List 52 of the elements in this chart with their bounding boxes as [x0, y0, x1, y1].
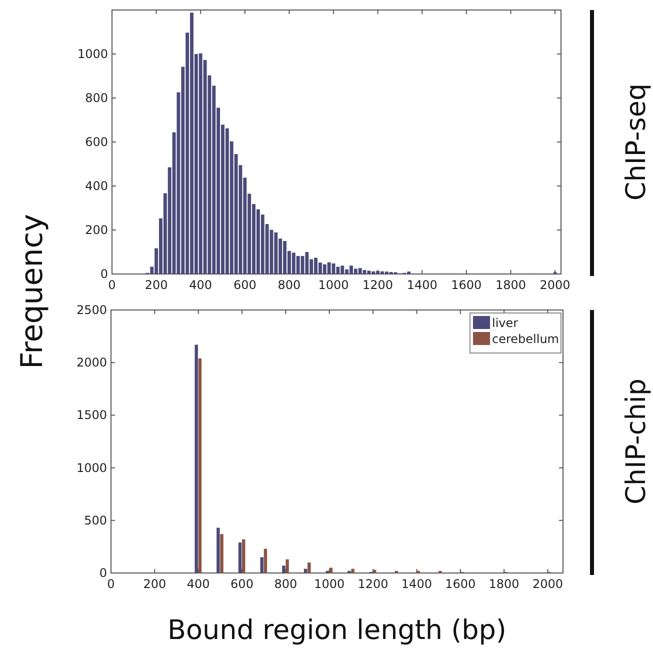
x-tick-label: 200 [143, 577, 166, 591]
x-tick-label: 1200 [358, 577, 388, 591]
x-tick-label: 1800 [488, 577, 520, 591]
text: ChIP-chip [621, 378, 652, 504]
bar [351, 568, 354, 573]
y-tick-label: 500 [84, 513, 107, 528]
y-tick-label: 800 [85, 91, 108, 105]
x-tick-label: 1600 [445, 577, 476, 591]
x-tick-label: 200 [144, 278, 168, 292]
bar [308, 562, 311, 573]
y-tick-label: 0 [99, 566, 107, 580]
y-tick-label: 2000 [76, 356, 107, 370]
x-tick-label: 800 [274, 577, 298, 591]
y-tick-label: 600 [85, 135, 108, 149]
legend-label: cerebellum [492, 332, 559, 346]
y-tick-label: 0 [100, 267, 108, 281]
bar [373, 570, 376, 573]
bar [264, 548, 268, 573]
y-tick-label: 2500 [76, 303, 107, 317]
x-tick-label: 600 [233, 278, 256, 292]
bar [286, 559, 289, 573]
x-tick-label: 1200 [362, 278, 394, 292]
x-tick-label: 1400 [406, 278, 438, 292]
bar [282, 566, 286, 573]
bar [238, 542, 242, 573]
bar [329, 568, 333, 573]
x-tick-label: 800 [278, 278, 301, 292]
x-axis-title: Bound region length (bp) [168, 615, 506, 646]
text: ChIP-seq [621, 83, 652, 201]
x-tick-label: 600 [230, 577, 254, 591]
legend-label: liver [492, 316, 518, 330]
x-tick-label: 400 [186, 577, 210, 591]
y-tick-label: 1500 [76, 408, 107, 422]
y-tick-label: 400 [85, 179, 108, 193]
x-tick-label: 1000 [318, 278, 349, 292]
y-tick-label: 1000 [76, 460, 107, 475]
bar [242, 539, 246, 573]
y-tick-label: 1000 [77, 47, 108, 61]
x-tick-label: 1400 [401, 577, 432, 591]
x-tick-label: 2000 [532, 577, 563, 591]
x-tick-label: 1600 [451, 278, 482, 292]
x-tick-label: 1800 [495, 278, 526, 292]
bar [198, 358, 202, 573]
x-tick-label: 400 [189, 278, 212, 292]
y-tick-label: 200 [85, 223, 108, 237]
bar [216, 528, 220, 573]
bar [194, 344, 198, 573]
bar [260, 557, 264, 573]
bar [220, 534, 224, 573]
x-tick-label: 1000 [314, 577, 345, 591]
x-tick-label: 2000 [540, 278, 570, 292]
y-axis-title: Frequency [15, 214, 50, 369]
